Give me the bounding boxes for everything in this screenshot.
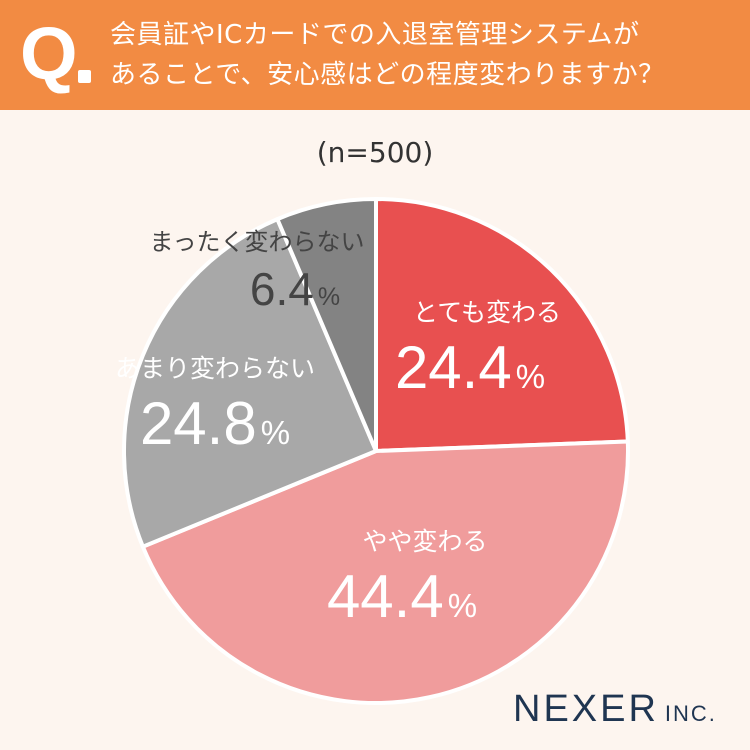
q-dot-decoration	[78, 70, 91, 83]
question-header: Q 会員証やICカードでの入退室管理システムが あることで、安心感はどの程度変わ…	[0, 0, 750, 110]
pie-slice-4	[275, 197, 378, 453]
brand-suffix: INC.	[664, 701, 717, 726]
pie-labels: とても変わる 24.4 % やや変わる 44.4 % あまり変わらない 24.8 % まったく変わ…	[115, 228, 561, 630]
pie-slice-2	[140, 439, 630, 705]
slice-label-4: まったく変わらない	[149, 228, 364, 256]
slice-label-1: とても変わる	[413, 298, 561, 327]
question-line-2: あることで、安心感はどの程度変わりますか？	[110, 60, 665, 90]
slice-label-3: あまり変わらない	[115, 354, 315, 383]
q-mark: Q	[20, 12, 78, 95]
sample-size-label: (n=500)	[316, 136, 434, 169]
slice-value-4: 6.4%	[250, 263, 340, 315]
pie-slices	[122, 197, 630, 705]
pie-slice-3	[122, 217, 378, 549]
slice-label-2: やや変わる	[362, 527, 487, 556]
slice-value-3: 24.8%	[140, 390, 290, 457]
question-line-1: 会員証やICカードでの入退室管理システムが	[110, 20, 640, 50]
slice-value-2: 44.4%	[327, 563, 477, 630]
question-text: 会員証やICカードでの入退室管理システムが あることで、安心感はどの程度変わりま…	[110, 15, 740, 95]
brand-name: NEXER	[513, 688, 659, 730]
brand-logo: NEXER INC.	[513, 688, 717, 731]
slice-value-1: 24.4%	[395, 334, 545, 401]
pie-slice-1	[374, 197, 630, 453]
